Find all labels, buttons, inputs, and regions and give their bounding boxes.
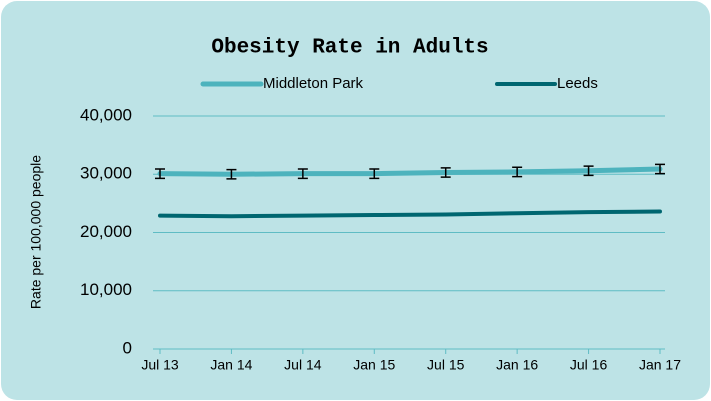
x-tick-label: Jul 16 bbox=[570, 357, 608, 373]
x-tick-label: Jan 15 bbox=[353, 357, 395, 373]
series-line bbox=[157, 166, 663, 177]
legend-label: Middleton Park bbox=[263, 75, 364, 92]
error-bar bbox=[583, 165, 594, 177]
error-bar bbox=[369, 168, 380, 180]
x-tick-label: Jul 14 bbox=[284, 357, 322, 373]
legend-label: Leeds bbox=[557, 75, 598, 92]
chart-title: Obesity Rate in Adults bbox=[211, 37, 488, 60]
error-bar bbox=[512, 166, 523, 178]
error-bar bbox=[297, 168, 308, 180]
x-tick-label: Jan 17 bbox=[639, 357, 681, 373]
y-tick-label: 20,000 bbox=[80, 222, 132, 241]
error-bar bbox=[226, 168, 237, 180]
error-bar bbox=[155, 168, 165, 180]
x-tick-label: Jan 14 bbox=[210, 357, 252, 373]
x-tick-label: Jan 16 bbox=[496, 357, 538, 373]
error-bar bbox=[440, 167, 451, 178]
y-axis-label: Rate per 100,000 people bbox=[28, 155, 44, 309]
series-line bbox=[158, 209, 662, 219]
y-tick-label: 0 bbox=[123, 338, 132, 357]
y-tick-label: 10,000 bbox=[80, 280, 132, 299]
x-tick-label: Jul 13 bbox=[141, 357, 179, 373]
error-bar bbox=[655, 163, 665, 175]
y-tick-label: 40,000 bbox=[80, 105, 132, 124]
x-tick-label: Jul 15 bbox=[427, 357, 465, 373]
y-tick-label: 30,000 bbox=[80, 164, 132, 183]
